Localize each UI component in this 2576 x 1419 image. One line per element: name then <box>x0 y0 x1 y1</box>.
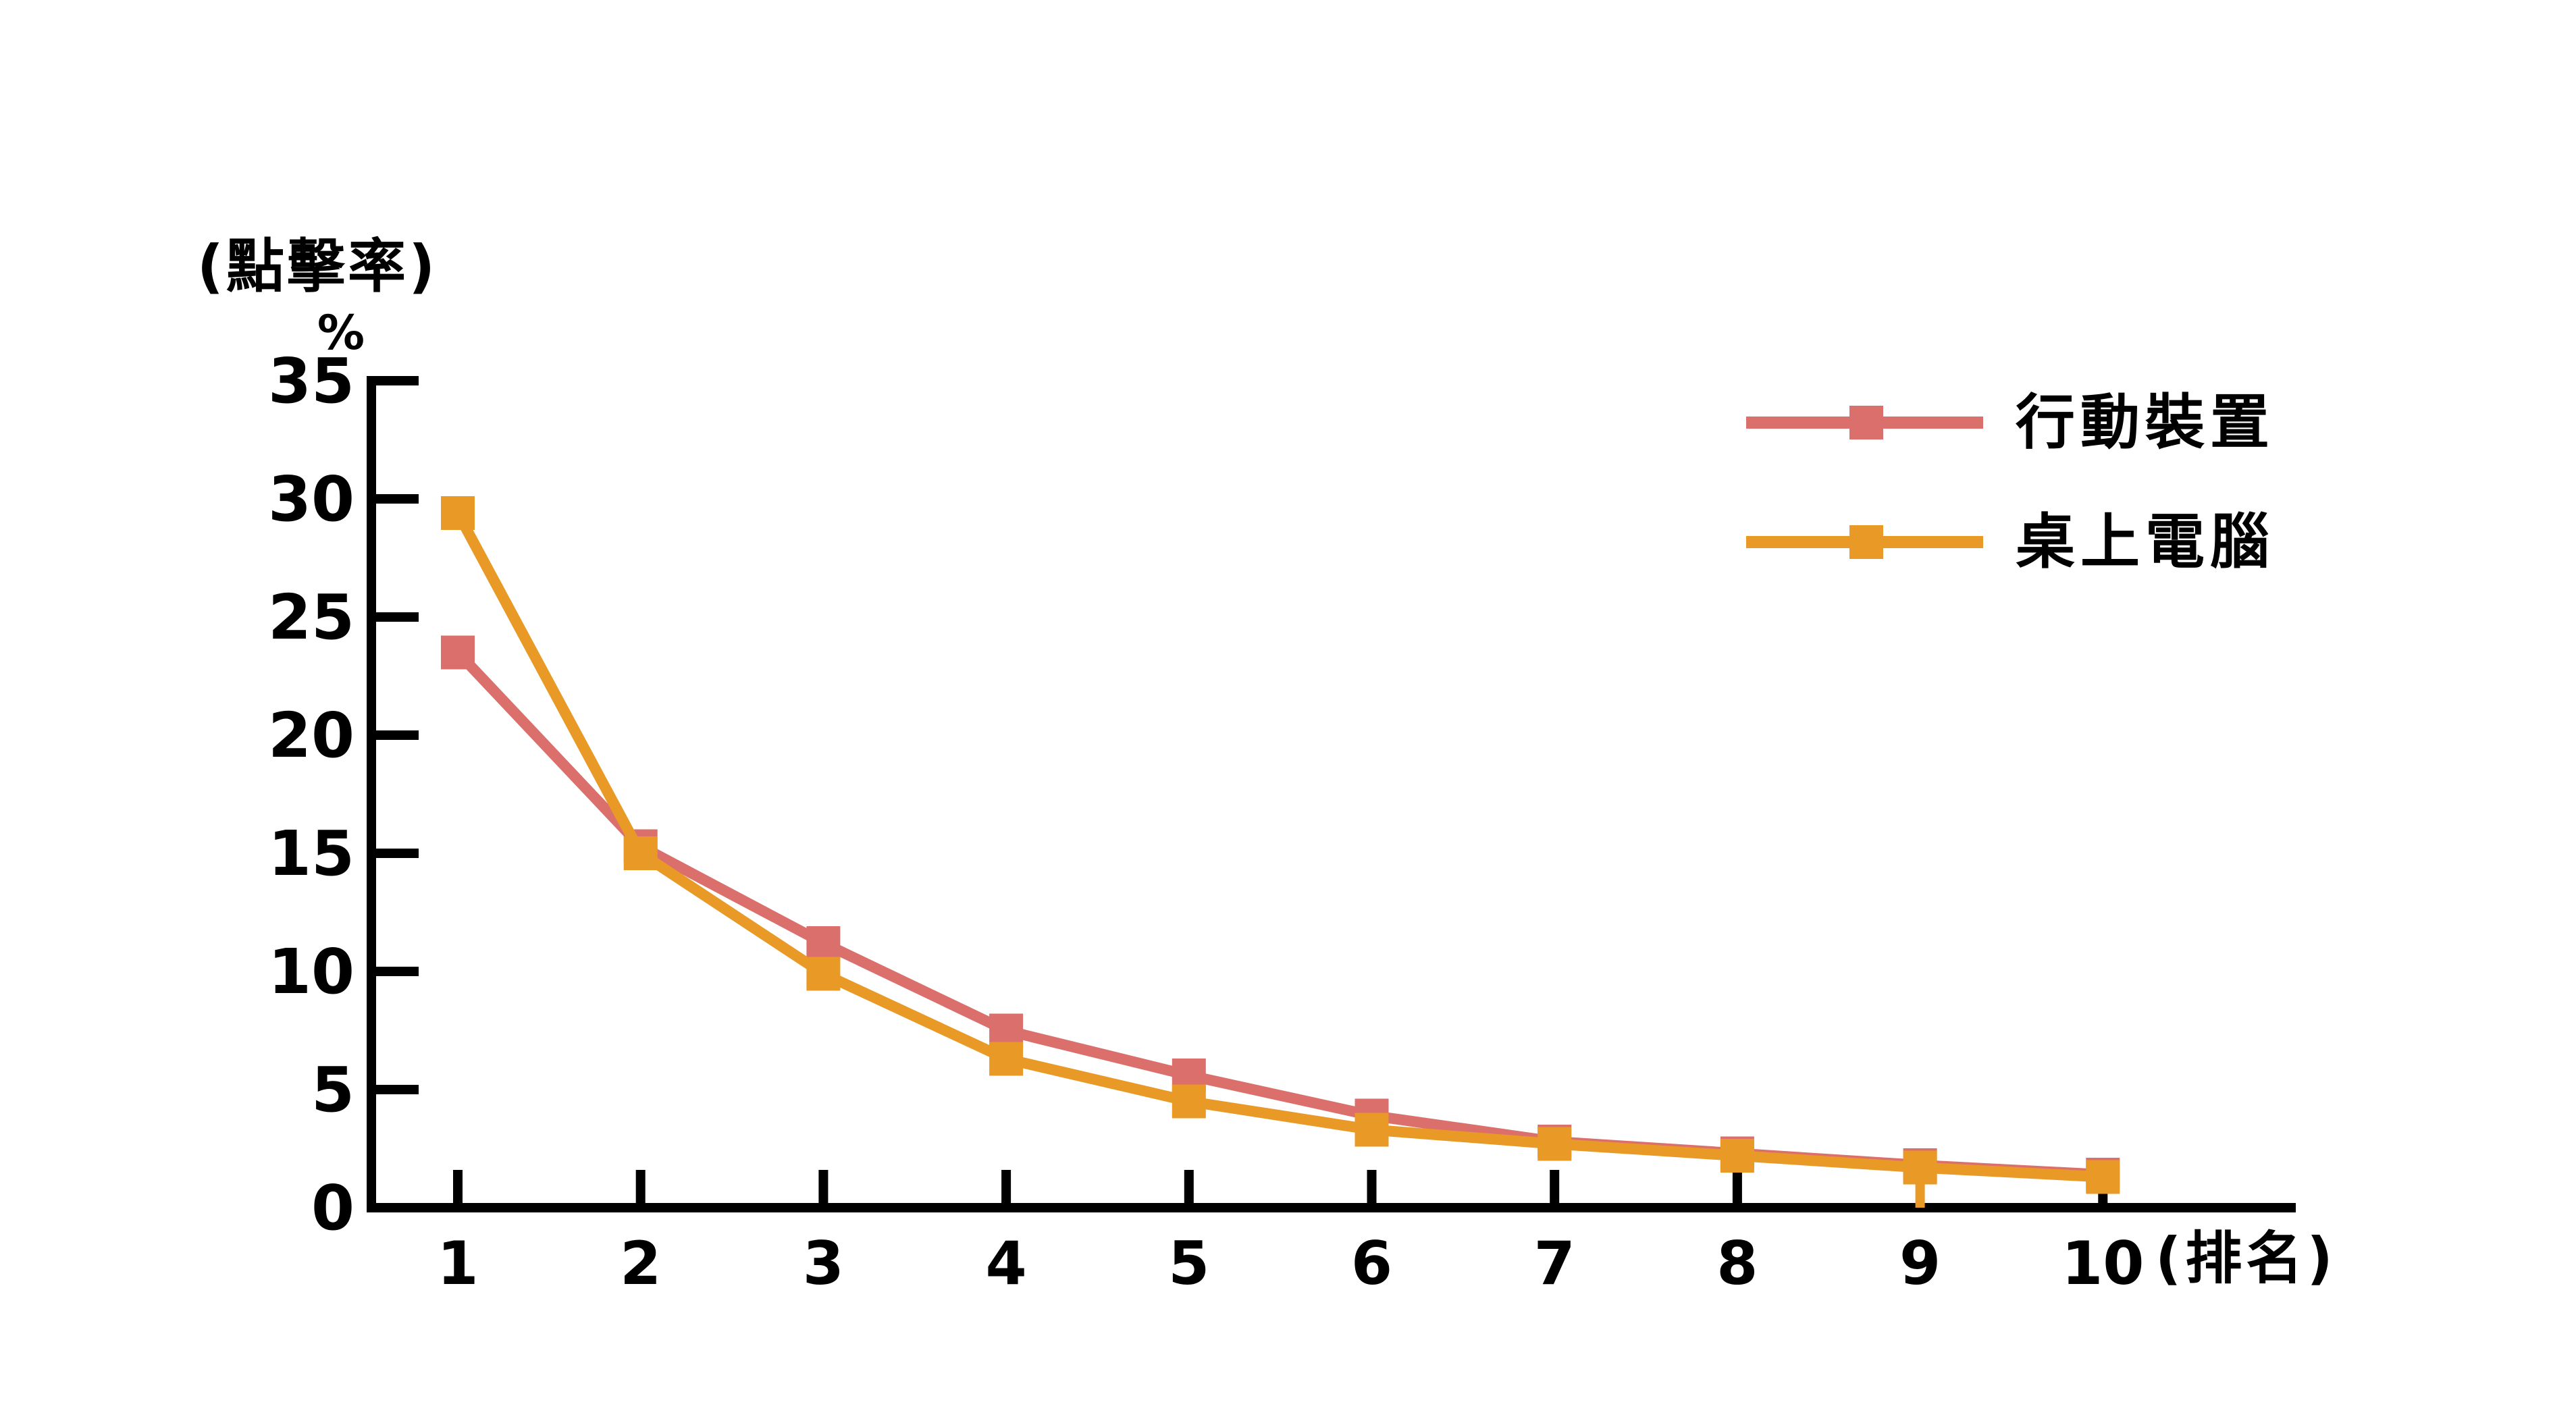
legend-item-mobile: 行動裝置 <box>1746 393 2275 452</box>
x-tick-label-2: 2 <box>620 1229 661 1298</box>
series-desktop-marker-7 <box>1537 1127 1572 1161</box>
series-mobile-marker-1 <box>441 635 475 670</box>
y-tick-label-30: 30 <box>268 463 354 535</box>
series-desktop-marker-4 <box>989 1042 1024 1076</box>
legend-swatch-desktop <box>1746 525 1983 559</box>
y-tick-20 <box>367 730 419 740</box>
series-mobile-marker-3 <box>806 926 841 960</box>
series-desktop-line <box>452 510 2103 1183</box>
x-tick-8 <box>1732 1170 1742 1208</box>
series-desktop-marker-6 <box>1355 1113 1389 1147</box>
x-tick-6 <box>1367 1170 1377 1208</box>
x-tick-label-8: 8 <box>1716 1229 1758 1298</box>
y-tick-label-20: 20 <box>268 699 354 772</box>
x-tick-7 <box>1550 1170 1560 1208</box>
legend-label-desktop: 桌上電腦 <box>2016 507 2276 577</box>
y-tick-label-25: 25 <box>268 581 354 653</box>
y-tick-label-35: 35 <box>268 345 354 417</box>
legend-label-mobile: 行動裝置 <box>2016 387 2276 457</box>
legend-swatch-mobile <box>1746 406 1983 439</box>
y-axis-title: (點擊率) <box>196 233 438 300</box>
y-tick-30 <box>367 494 419 504</box>
x-tick-label-7: 7 <box>1534 1229 1575 1298</box>
y-axis-unit-label: % <box>317 305 365 360</box>
series-desktop-marker-10 <box>2086 1160 2120 1194</box>
x-tick-3 <box>818 1170 829 1208</box>
series-desktop-marker-9 <box>1903 1150 1937 1185</box>
legend-marker-mobile <box>1849 406 1883 439</box>
x-tick-label-10: 10 <box>2061 1229 2144 1298</box>
x-tick-1 <box>453 1170 463 1208</box>
y-tick-5 <box>367 1085 419 1094</box>
series-desktop-marker-5 <box>1172 1084 1206 1119</box>
x-tick-2 <box>635 1170 646 1208</box>
y-tick-label-15: 15 <box>268 818 354 890</box>
x-tick-5 <box>1184 1170 1194 1208</box>
legend-item-desktop: 桌上電腦 <box>1746 512 2275 572</box>
y-tick-35 <box>367 376 419 385</box>
x-tick-label-4: 4 <box>985 1229 1026 1298</box>
series-desktop-marker-3 <box>806 957 841 991</box>
x-tick-label-1: 1 <box>437 1229 478 1298</box>
legend: 行動裝置 桌上電腦 <box>1746 393 2275 572</box>
series-desktop-marker-8 <box>1720 1139 1754 1173</box>
y-tick-label-0: 0 <box>311 1172 354 1244</box>
y-tick-10 <box>367 967 419 976</box>
x-tick-label-9: 9 <box>1899 1229 1941 1298</box>
x-tick-label-5: 5 <box>1168 1229 1209 1298</box>
y-axis-line <box>367 376 376 1212</box>
x-axis-title: (排名) <box>2155 1225 2337 1291</box>
x-tick-label-6: 6 <box>1351 1229 1392 1298</box>
legend-marker-desktop <box>1849 525 1883 559</box>
series-desktop-marker-1 <box>441 496 475 530</box>
x-axis-line <box>367 1203 2296 1212</box>
series-mobile-line <box>454 649 2103 1180</box>
series-mobile-marker-4 <box>989 1013 1024 1048</box>
y-tick-label-5: 5 <box>311 1054 354 1126</box>
y-tick-label-10: 10 <box>268 936 354 1008</box>
y-tick-15 <box>367 849 419 858</box>
x-tick-label-3: 3 <box>803 1229 844 1298</box>
series-desktop-marker-2 <box>623 836 658 870</box>
x-tick-4 <box>1001 1170 1011 1208</box>
y-tick-25 <box>367 612 419 622</box>
